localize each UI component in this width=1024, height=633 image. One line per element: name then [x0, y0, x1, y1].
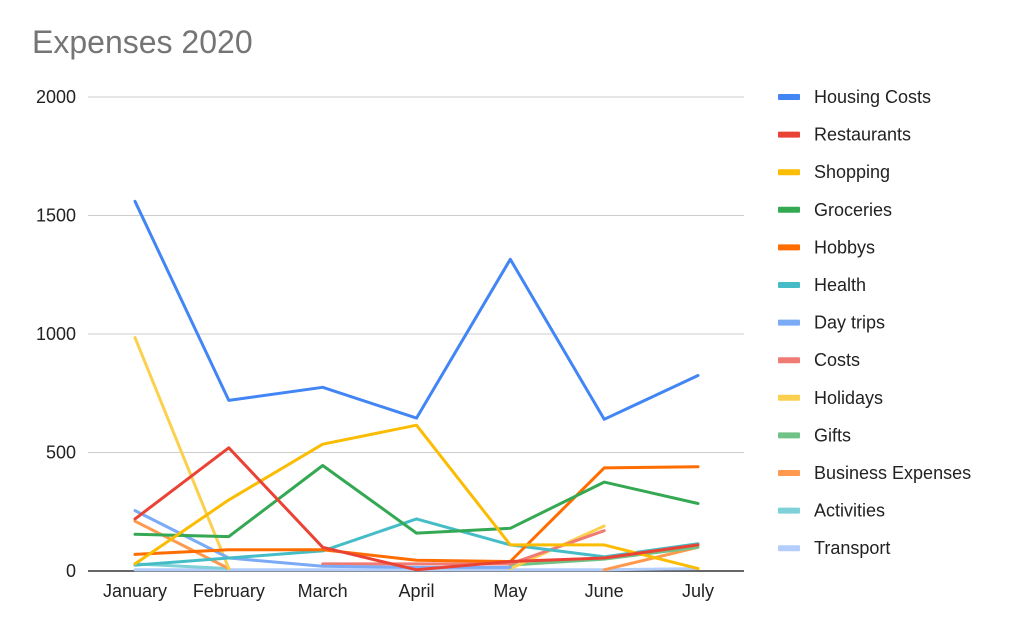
- y-tick-label: 500: [46, 443, 76, 463]
- y-tick-label: 1000: [36, 324, 76, 344]
- series-line: [133, 509, 512, 569]
- x-tick-label: June: [585, 581, 624, 601]
- legend-swatch: [778, 470, 800, 476]
- x-axis-ticks: January February March April May June July: [103, 581, 714, 601]
- legend-label: Housing Costs: [814, 87, 931, 107]
- legend-swatch: [778, 319, 800, 326]
- legend-swatch: [778, 432, 800, 439]
- series-line: [133, 464, 700, 539]
- legend-label: Business Expenses: [814, 463, 971, 483]
- legend-label: Health: [814, 275, 866, 295]
- legend-swatch: [778, 394, 800, 401]
- series-lines: [133, 199, 700, 572]
- legend: Housing Costs Restaurants Shopping Grocerie…: [778, 87, 971, 558]
- legend-label: Groceries: [814, 200, 892, 220]
- legend-label: Holidays: [814, 388, 883, 408]
- y-tick-label: 1500: [36, 206, 76, 226]
- legend-swatch: [778, 206, 800, 213]
- x-tick-label: May: [493, 581, 527, 601]
- x-tick-label: March: [298, 581, 348, 601]
- series-line: [133, 423, 700, 571]
- chart-title: Expenses 2020: [32, 24, 253, 60]
- legend-swatch: [778, 282, 800, 288]
- series-line: [133, 465, 700, 563]
- legend-swatch: [778, 507, 800, 514]
- x-tick-label: April: [398, 581, 434, 601]
- legend-label: Gifts: [814, 425, 851, 445]
- legend-label: Activities: [814, 501, 885, 521]
- legend-swatch: [778, 131, 800, 138]
- legend-label: Hobbys: [814, 237, 875, 257]
- x-tick-label: January: [103, 581, 167, 601]
- series-line: [602, 545, 700, 572]
- legend-label: Costs: [814, 350, 860, 370]
- series-line: [321, 529, 606, 566]
- y-tick-label: 2000: [36, 87, 76, 107]
- legend-swatch: [778, 545, 800, 552]
- y-tick-label: 0: [66, 561, 76, 581]
- series-line: [133, 336, 231, 571]
- legend-label: Restaurants: [814, 125, 911, 145]
- series-line: [133, 199, 700, 421]
- y-axis-ticks: 0 500 1000 1500 2000: [36, 87, 76, 581]
- series-line: [133, 519, 231, 571]
- legend-swatch: [778, 244, 800, 251]
- legend-swatch: [778, 94, 800, 100]
- legend-label: Day trips: [814, 313, 885, 333]
- x-tick-label: February: [193, 581, 265, 601]
- series-line: [133, 446, 700, 572]
- legend-swatch: [778, 357, 800, 364]
- legend-label: Transport: [814, 538, 890, 558]
- legend-swatch: [778, 169, 800, 176]
- gridlines: [88, 96, 744, 572]
- x-tick-label: July: [682, 581, 714, 601]
- legend-label: Shopping: [814, 162, 890, 182]
